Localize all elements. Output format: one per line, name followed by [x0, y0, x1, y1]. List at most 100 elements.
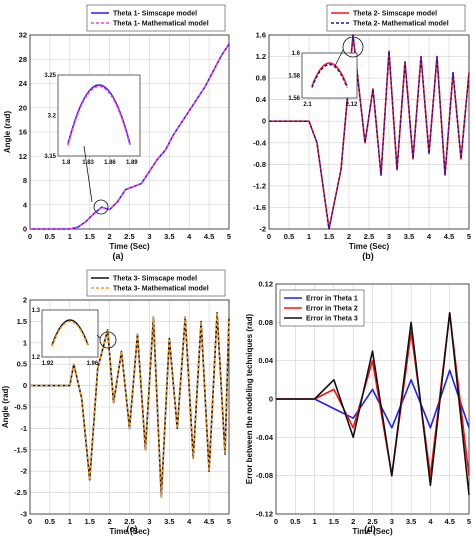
inset-x-tick: 1.89	[126, 160, 138, 166]
inset-series-2	[51, 320, 89, 347]
x-tick-label: 3	[147, 517, 151, 526]
y-tick-label: 0	[23, 381, 27, 390]
legend-label: Error in Theta 3	[306, 316, 358, 323]
panel-label: (a)	[113, 251, 124, 261]
plot-frame	[29, 299, 230, 515]
y-tick-label: 0	[269, 395, 273, 404]
inset-frame	[57, 74, 141, 157]
zoom-arrow	[83, 145, 93, 203]
x-tick-label: 1	[307, 232, 311, 241]
y-tick-label: 16	[19, 128, 27, 137]
legend-label: Error in Theta 2	[306, 306, 358, 313]
x-tick-label: 5	[467, 517, 471, 526]
y-tick-label: -3	[20, 510, 27, 519]
x-tick-label: 2	[347, 232, 351, 241]
chart-panel-2: 0 0.5 1 1.5 2 2.5 3 3.5 4 4.5 5 -2 -1.6 -1.2 -0.8 -0.4 0…	[253, 4, 471, 261]
legend: Error in Theta 1 Error in Theta 2 Error in…	[279, 289, 365, 327]
inset-y-tick: 3.2	[48, 114, 57, 120]
x-tick-label: 1	[313, 517, 317, 526]
y-tick-label: 4	[23, 200, 28, 209]
inset-frame	[41, 309, 99, 358]
x-tick-label: 1.5	[84, 517, 94, 526]
y-tick-label: 0	[23, 225, 27, 234]
y-axis-label: Angle (rad)	[3, 111, 12, 154]
y-tick-label: -0.5	[14, 403, 27, 412]
x-tick-label: 2	[108, 232, 112, 241]
y-tick-label: 2	[23, 296, 27, 305]
x-tick-label: 2.5	[367, 517, 377, 526]
legend: Theta 1- Simscape model Theta 1- Mathemat…	[86, 4, 226, 32]
x-tick-label: 3.5	[404, 232, 414, 241]
x-tick-label: 0	[267, 232, 271, 241]
x-tick-label: 2.5	[124, 232, 134, 241]
y-tick-label: 1.2	[256, 52, 266, 61]
y-tick-label: -0.12	[256, 510, 273, 519]
y-tick-label: -2.5	[14, 488, 27, 497]
y-tick-label: -1.2	[253, 181, 266, 190]
y-tick-label: 0.4	[256, 95, 267, 104]
x-tick-label: 4.5	[444, 232, 454, 241]
y-tick-label: 24	[19, 79, 28, 88]
y-tick-label: 28	[19, 55, 27, 64]
x-tick-label: 2	[351, 517, 355, 526]
x-tick-label: 1.5	[84, 232, 94, 241]
series-line-2	[269, 34, 470, 230]
x-tick-label: 0	[28, 517, 32, 526]
zoom-arrow	[334, 49, 344, 67]
inset-y-tick: 3.15	[44, 154, 56, 160]
y-tick-label: 32	[19, 31, 27, 40]
x-tick-label: 3	[387, 232, 391, 241]
panel-label: (b)	[362, 251, 374, 261]
y-axis-label: Angle (rad)	[1, 386, 10, 429]
y-tick-label: -2	[259, 225, 266, 234]
chart-panel-4: 0 0.5 1 1.5 2 2.5 3 3.5 4 4.5 5 -0.12 -0.08 -0.04 0 0.0…	[245, 280, 471, 537]
x-tick-label: 4	[187, 232, 192, 241]
inset-x-tick: 1.92	[42, 361, 54, 367]
x-tick-label: 0.5	[290, 517, 300, 526]
x-tick-label: 5	[467, 232, 471, 241]
x-tick-label: 2	[108, 517, 112, 526]
inset-y-tick: 1.3	[32, 308, 41, 314]
x-tick-label: 1	[68, 232, 72, 241]
inset-y-tick: 3.25	[44, 73, 56, 79]
x-tick-label: 3.5	[164, 232, 174, 241]
y-tick-label: -1.5	[14, 445, 27, 454]
y-tick-label: -0.08	[256, 471, 273, 480]
inset-y-tick: 1.56	[288, 96, 300, 102]
legend: Theta 2- Simscape model Theta 2- Mathemat…	[326, 4, 466, 32]
x-tick-label: 5	[227, 517, 231, 526]
inset-x-tick: 1.83	[82, 160, 94, 166]
x-tick-label: 3	[390, 517, 394, 526]
y-tick-label: -1	[20, 424, 27, 433]
inset-x-tick: 1.86	[104, 160, 116, 166]
y-tick-label: -0.8	[253, 160, 266, 169]
legend-box	[326, 4, 466, 32]
x-tick-label: 3	[147, 232, 151, 241]
x-tick-label: 3.5	[164, 517, 174, 526]
series-line-2	[30, 43, 230, 230]
legend-label: Theta 3- Simscape model	[113, 276, 197, 283]
plot-frame	[29, 34, 230, 230]
y-axis-label: Error between the modeling techniques (r…	[245, 314, 254, 485]
inset-zoom: 1.92 1.96 1.2 1.3	[32, 308, 117, 367]
x-tick-label: 1	[68, 517, 72, 526]
y-tick-label: 20	[19, 103, 27, 112]
y-tick-label: 0.5	[17, 360, 27, 369]
x-tick-label: 1.5	[329, 517, 339, 526]
y-tick-label: 1	[23, 338, 27, 347]
legend-label: Theta 2- Mathematical model	[353, 21, 449, 28]
y-tick-label: -2	[20, 467, 27, 476]
inset-frame	[301, 52, 358, 99]
x-tick-label: 4	[428, 517, 433, 526]
x-axis-label: Time (Sec)	[109, 242, 150, 251]
x-axis-label: Time (Sec)	[352, 527, 393, 536]
inset-series-2	[311, 64, 348, 88]
x-tick-label: 2.5	[364, 232, 374, 241]
zoom-circle	[99, 331, 117, 349]
y-tick-label: 1.6	[256, 31, 266, 40]
chart-panel-1: 0 0.5 1 1.5 2 2.5 3 3.5 4 4.5 5 0 4 8 12 16 20 24 28 32 Time…	[3, 4, 231, 261]
inset-x-tick: 2.1	[303, 102, 312, 108]
legend-box	[86, 4, 226, 32]
y-tick-label: 0.08	[258, 318, 273, 327]
y-tick-label: 1.5	[17, 317, 27, 326]
